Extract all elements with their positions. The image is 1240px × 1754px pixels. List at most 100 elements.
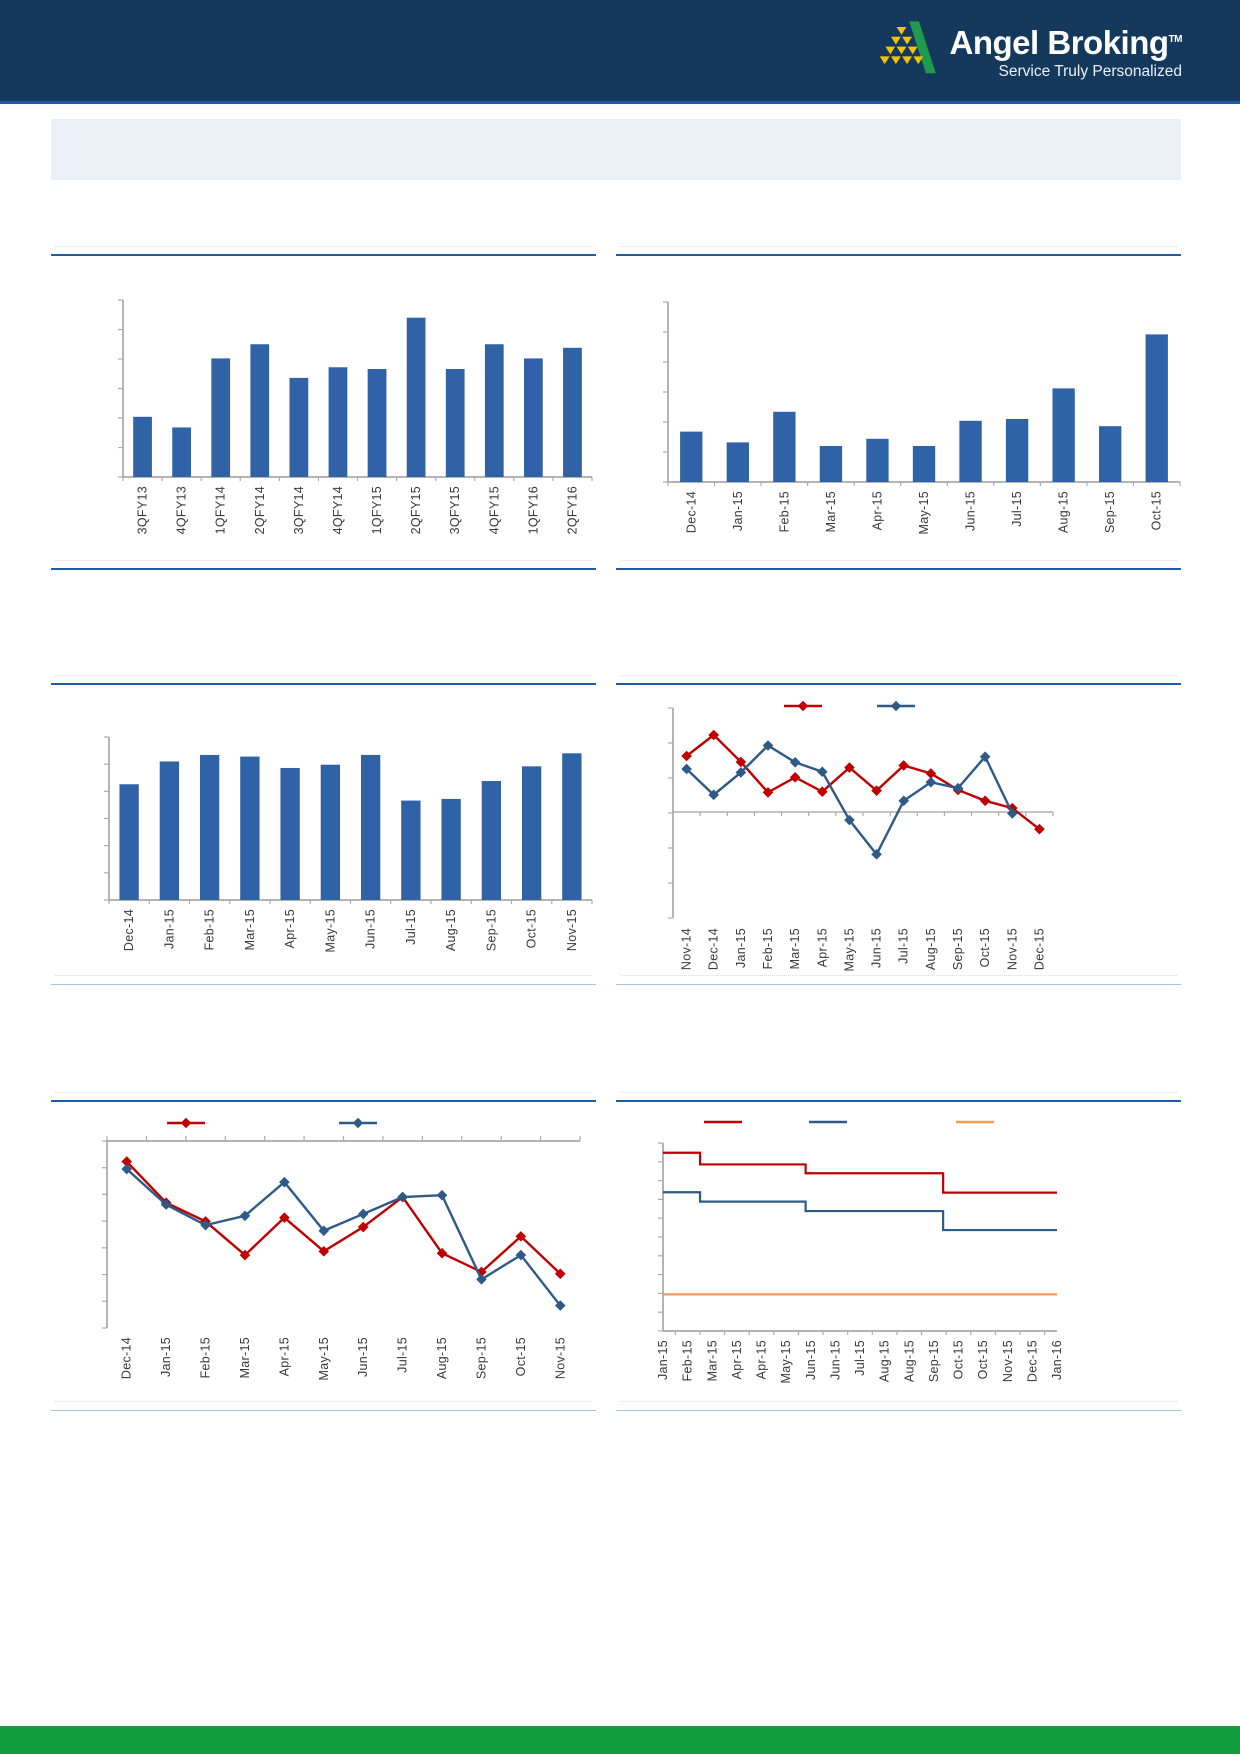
axis-tick-label: Oct-15 <box>978 928 992 967</box>
axis-tick-label: Sep-15 <box>951 928 965 970</box>
bar <box>320 764 341 900</box>
axis-tick-label: Dec-15 <box>1032 928 1046 970</box>
axis-tick-label: Jul-15 <box>897 928 911 964</box>
section-divider <box>51 975 596 985</box>
axis-tick-label: Feb-15 <box>203 909 217 950</box>
axis-tick-label: Nov-15 <box>565 909 579 951</box>
axis-tick-label: Jun-15 <box>828 1340 842 1380</box>
axis-tick-label: Jul-15 <box>1010 491 1024 527</box>
axis-tick-label: May-15 <box>779 1340 793 1383</box>
axis-tick-label: Aug-15 <box>444 909 458 951</box>
axis-tick-label: Jul-15 <box>853 1340 867 1376</box>
step-red-line <box>663 1151 1057 1194</box>
axis-tick-label: Dec-14 <box>120 1337 134 1379</box>
axis-tick-label: Jun-15 <box>356 1337 370 1377</box>
bar <box>773 411 796 482</box>
axis-tick-label: Jan-15 <box>734 928 748 968</box>
bar <box>250 344 270 477</box>
axis-tick-label: 1QFY16 <box>526 486 540 534</box>
series-red-line <box>125 1160 562 1275</box>
bar <box>1052 388 1075 482</box>
axis-tick-label: Apr-15 <box>870 491 884 530</box>
series-blue-line <box>125 1168 562 1307</box>
axis-tick-label: 3QFY15 <box>448 486 462 534</box>
axis-tick-label: Dec-15 <box>1025 1340 1039 1382</box>
axis-tick-label: Apr-15 <box>277 1337 291 1376</box>
title-banner <box>51 119 1181 180</box>
axis-tick-label: Feb-15 <box>761 928 775 969</box>
series-blue-line <box>685 743 1014 857</box>
bar <box>819 446 843 482</box>
axis-tick-label: 3QFY13 <box>136 486 150 534</box>
bar <box>401 800 421 900</box>
axis-tick-label: 1QFY14 <box>214 486 228 534</box>
axis-tick-label: Jan-15 <box>656 1340 670 1380</box>
axis-tick-label: Feb-15 <box>681 1340 695 1381</box>
bar <box>484 344 504 477</box>
axis-tick-label: Mar-15 <box>788 928 802 969</box>
axis-tick-label: 4QFY13 <box>175 486 189 534</box>
brand-name: Angel BrokingTM <box>949 24 1183 61</box>
axis-tick-label: Jun-15 <box>964 491 978 531</box>
section-divider <box>616 246 1181 256</box>
bar <box>445 369 465 477</box>
axis-tick-label: 1QFY15 <box>370 486 384 534</box>
axis-tick-label: Feb-15 <box>777 491 791 532</box>
bar <box>1099 426 1122 482</box>
axis-tick-label: Feb-15 <box>199 1337 213 1378</box>
footer-bar <box>0 1726 1240 1754</box>
axis-tick-label: Nov-15 <box>553 1337 567 1379</box>
axis-tick-label: Oct-15 <box>514 1337 528 1376</box>
bar <box>726 442 749 482</box>
bar <box>280 767 300 900</box>
bar <box>866 438 889 482</box>
bar <box>367 369 387 477</box>
axis-tick-label: Apr-15 <box>755 1340 769 1379</box>
axis-tick-label: Jun-15 <box>870 928 884 968</box>
axis-tick-label: Oct-15 <box>952 1340 966 1379</box>
brand-tagline: Service Truly Personalized <box>998 63 1183 80</box>
section-divider <box>51 246 596 256</box>
bar <box>680 431 703 482</box>
axis-tick-label: Mar-15 <box>705 1340 719 1381</box>
axis-tick-label: Apr-15 <box>815 928 829 967</box>
section-divider <box>616 975 1181 985</box>
section-divider <box>51 1092 596 1102</box>
section-divider <box>51 560 596 570</box>
axis-tick-label: Sep-15 <box>474 1337 488 1379</box>
axis-tick-label: Mar-15 <box>824 491 838 532</box>
axis-tick-label: Aug-15 <box>878 1340 892 1382</box>
bar <box>523 358 543 477</box>
section-divider <box>51 675 596 685</box>
axis-tick-label: Nov-15 <box>1005 928 1019 970</box>
axis-tick-label: Nov-14 <box>680 928 694 970</box>
bar <box>521 766 542 900</box>
axis-tick-label: Jan-16 <box>1050 1340 1064 1380</box>
axis-tick-label: Apr-15 <box>283 909 297 948</box>
bar <box>1145 334 1168 482</box>
bar <box>562 753 582 900</box>
axis-tick-label: Dec-14 <box>707 928 721 970</box>
trademark-symbol: TM <box>1168 34 1183 45</box>
section-divider <box>51 1401 596 1411</box>
axis-tick-label: Mar-15 <box>243 909 257 950</box>
axis-tick-label: Dec-14 <box>122 909 136 951</box>
axis-tick-label: Jan-15 <box>731 491 745 531</box>
axis-tick-label: May-15 <box>917 491 931 534</box>
bar <box>360 754 381 900</box>
section-divider <box>616 675 1181 685</box>
bar <box>406 317 426 477</box>
axis-tick-label: Jun-15 <box>804 1340 818 1380</box>
bar <box>563 347 582 477</box>
axis-tick-label: May-15 <box>317 1337 331 1380</box>
axis-tick-label: Jul-15 <box>404 909 418 945</box>
bar <box>328 367 348 477</box>
axis-tick-label: May-15 <box>323 909 337 952</box>
bar <box>211 358 231 477</box>
axis-tick-label: May-15 <box>842 928 856 971</box>
bar <box>289 377 309 477</box>
bar <box>133 416 152 477</box>
axis-tick-label: Apr-15 <box>730 1340 744 1379</box>
bar <box>199 754 220 900</box>
axis-tick-label: Jun-15 <box>364 909 378 949</box>
